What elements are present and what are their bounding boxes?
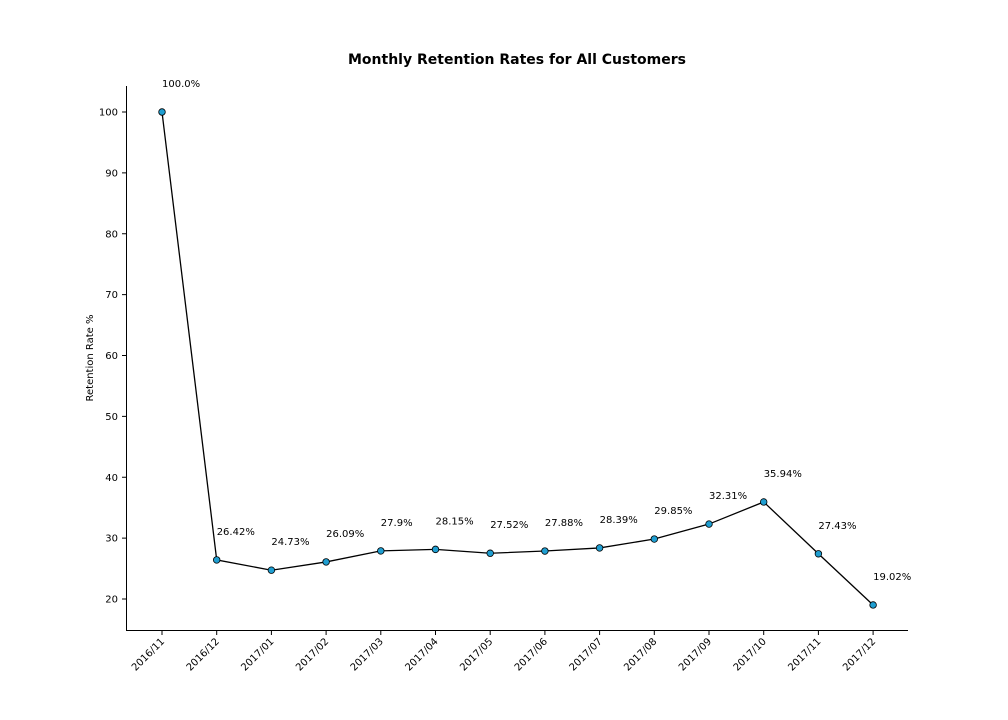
x-tick-label: 2016/12 xyxy=(185,636,222,673)
x-tick-label: 2017/08 xyxy=(622,636,659,673)
x-tick-label: 2017/02 xyxy=(294,636,331,673)
y-tick-label: 40 xyxy=(105,473,118,484)
y-tick-label: 70 xyxy=(105,290,118,301)
y-tick-label: 90 xyxy=(105,168,118,179)
y-tick-label: 50 xyxy=(105,412,118,423)
x-tick-label: 2016/11 xyxy=(130,636,167,673)
data-point xyxy=(267,566,276,574)
y-tick-label: 60 xyxy=(105,351,118,362)
data-label: 28.15% xyxy=(436,516,474,527)
x-tick-label: 2017/01 xyxy=(239,636,276,673)
series-retention xyxy=(158,108,877,609)
data-label: 24.73% xyxy=(271,537,309,548)
x-tick-label: 2017/05 xyxy=(458,636,495,673)
x-tick-label: 2017/11 xyxy=(786,636,823,673)
x-tick-label: 2017/06 xyxy=(513,636,550,673)
x-ticks: 2016/11 2016/12 2017/01 2017/02 2017/03 2017/… xyxy=(130,631,878,673)
data-point xyxy=(760,498,768,506)
chart-title: Monthly Retention Rates for All Customer… xyxy=(348,52,686,68)
x-tick-label: 2017/04 xyxy=(403,636,440,673)
x-tick-label: 2017/09 xyxy=(677,636,714,673)
data-label: 27.9% xyxy=(381,518,413,529)
data-label: 32.31% xyxy=(709,491,747,502)
x-tick-label: 2017/07 xyxy=(568,636,605,673)
data-label: 26.09% xyxy=(326,529,364,540)
y-tick-label: 80 xyxy=(105,229,118,240)
data-label: 26.42% xyxy=(217,527,255,538)
y-ticks: 20 30 40 50 60 70 80 90 100 xyxy=(99,108,126,606)
data-point xyxy=(377,547,385,555)
data-point xyxy=(595,544,604,552)
y-tick-label: 30 xyxy=(105,534,118,545)
data-point xyxy=(212,556,221,564)
data-point xyxy=(814,550,823,558)
data-point xyxy=(705,520,713,528)
x-tick-label: 2017/10 xyxy=(732,636,769,673)
data-label: 19.02% xyxy=(873,572,911,583)
y-tick-label: 100 xyxy=(99,108,118,119)
data-point xyxy=(158,108,166,116)
data-point xyxy=(650,535,658,543)
data-label: 35.94% xyxy=(764,469,802,480)
series-line xyxy=(161,111,874,606)
data-label: 100.0% xyxy=(162,79,200,90)
data-label: 27.88% xyxy=(545,518,583,529)
data-label: 29.85% xyxy=(654,506,692,517)
x-tick-label: 2017/03 xyxy=(349,636,386,673)
data-point xyxy=(431,545,440,554)
data-point xyxy=(869,601,877,609)
data-label: 28.39% xyxy=(600,515,638,526)
data-point xyxy=(322,558,330,566)
y-tick-label: 20 xyxy=(105,595,118,606)
data-label: 27.43% xyxy=(818,521,856,532)
data-point xyxy=(486,549,494,557)
data-labels: 100.0% 26.42% 24.73% 26.09% 27.9% 28.15% 27.52… xyxy=(162,79,911,583)
y-axis-label: Retention Rate % xyxy=(85,314,96,401)
x-tick-label: 2017/12 xyxy=(841,636,878,673)
data-point xyxy=(541,547,549,555)
data-label: 27.52% xyxy=(490,520,528,531)
